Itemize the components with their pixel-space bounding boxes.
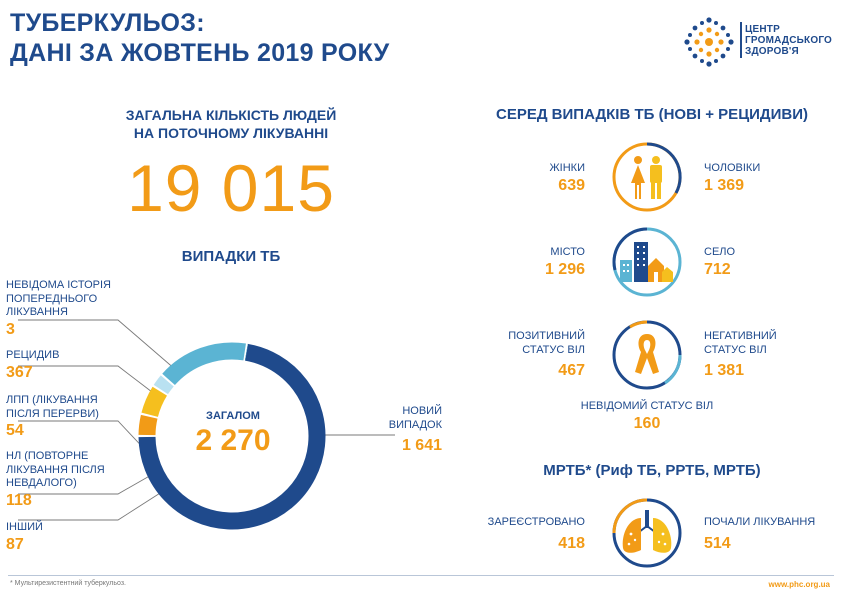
city-stat: МІСТО 1 296 [520,246,585,280]
relapse-value: 367 [6,363,33,381]
slice-label-unknown-history: НЕВІДОМА ІСТОРІЯ ПОПЕРЕДНЬОГО ЛІКУВАННЯ … [6,279,111,340]
treatment-total: 19 015 [127,151,335,225]
logo-line-1: ЦЕНТР [745,24,780,35]
footer-note: * Мультирезистентний туберкульоз. [10,580,126,587]
mdr-treated-stat: ПОЧАЛИ ЛІКУВАННЯ 514 [704,516,815,554]
unknown-history-line-1: НЕВІДОМА ІСТОРІЯ [6,279,111,291]
treatment-label-line-1: ЗАГАЛЬНА КІЛЬКІСТЬ ЛЮДЕЙ [125,107,337,123]
slice-label-other: ІНШИЙ 87 [6,521,43,555]
leader-line-unknown-history [18,319,177,371]
center-label: ЗАГАЛОМ [206,410,260,422]
center-value: 2 270 [195,423,271,457]
ltfu-line-2: ПІСЛЯ ПЕРЕРВИ) [6,407,99,420]
hiv-unknown-label: НЕВІДОМИЙ СТАТУС ВІЛ [580,400,714,412]
treatment-label-line-2: НА ПОТОЧНОМУ ЛІКУВАННІ [133,125,329,141]
ribbon-icon [635,334,659,374]
hiv-positive-value: 467 [558,362,585,379]
mdr-treated-label: ПОЧАЛИ ЛІКУВАННЯ [704,516,816,528]
lungs-icon [622,510,672,553]
logo-line-3: ЗДОРОВ'Я [745,46,799,57]
people-icon [631,156,662,199]
logo-line-2: ГРОМАДСЬКОГО [745,35,833,46]
hiv-negative-line-2: СТАТУС ВІЛ [704,343,767,356]
slice-new [138,343,326,530]
tb-cases-chart [18,319,395,530]
hiv-positive-line-1: ПОЗИТИВНИЙ [508,330,585,342]
village-label: СЕЛО [704,246,736,258]
women-label: ЖІНКИ [549,162,585,174]
cases-title: СЕРЕД ВИПАДКІВ ТБ (НОВІ + РЕЦИДИВИ) [495,106,809,123]
other-label: ІНШИЙ [6,521,43,533]
other-value: 87 [6,535,24,553]
failure-line-1: НЛ (ПОВТОРНЕ [6,450,89,462]
chart-title: ВИПАДКИ ТБ [181,248,281,265]
unknown-history-line-3: ЛІКУВАННЯ [6,306,68,318]
donut-center: ЗАГАЛОМ 2 270 [178,410,288,458]
hiv-negative-value: 1 381 [704,362,745,379]
mdr-registered-label: ЗАРЕЄСТРОВАНО [487,516,585,528]
village-stat: СЕЛО 712 [704,246,735,280]
leader-line-failure [18,469,161,495]
treatment-label: ЗАГАЛЬНА КІЛЬКІСТЬ ЛЮДЕЙ НА ПОТОЧНОМУ ЛІ… [0,106,462,142]
city-icon [620,242,673,282]
slice-ltfu [153,375,174,395]
rings [612,142,682,568]
men-stat: ЧОЛОВІКИ 1 369 [704,162,760,196]
donut [138,342,326,530]
slice-other [138,414,158,436]
footer-divider [8,575,834,576]
new-line-2: ВИПАДОК [388,418,442,431]
hiv-negative-line-1: НЕГАТИВНИЙ [704,330,777,342]
mdr-registered-value: 418 [558,534,585,552]
unknown-history-line-2: ПОПЕРЕДНЬОГО [6,292,98,305]
logo-text: ЦЕНТР ГРОМАДСЬКОГО ЗДОРОВ'Я [745,24,832,57]
new-line-1: НОВИЙ [402,405,442,417]
slice-label-failure: НЛ (ПОВТОРНЕ ЛІКУВАННЯ ПІСЛЯ НЕВДАЛОГО) … [6,450,105,511]
new-value: 1 641 [401,437,442,454]
slice-label-new: НОВИЙ ВИПАДОК 1 641 [352,405,442,456]
men-label: ЧОЛОВІКИ [704,162,761,174]
women-value: 639 [558,176,585,194]
slice-relapse [162,342,246,386]
footer-url[interactable]: www.phc.org.ua [768,580,830,589]
failure-line-3: НЕВДАЛОГО) [6,477,77,489]
mdr-treated-value: 514 [704,534,731,552]
failure-line-2: ЛІКУВАННЯ ПІСЛЯ [6,463,105,476]
men-value: 1 369 [704,176,745,194]
mdr-title: МРТБ* (Риф ТБ, РРТБ, МРТБ) [543,462,761,479]
relapse-label: РЕЦИДИВ [6,349,60,361]
page-title: ТУБЕРКУЛЬОЗ: ДАНІ ЗА ЖОВТЕНЬ 2019 РОКУ [10,8,390,68]
leader-line-other [18,487,169,521]
slice-failure [141,386,168,418]
city-value: 1 296 [544,260,585,278]
logo-divider [740,22,742,58]
failure-value: 118 [6,491,32,509]
hiv-positive-stat: ПОЗИТИВНИЙ СТАТУС ВІЛ 467 [480,330,585,381]
slice-label-relapse: РЕЦИДИВ 367 [6,349,59,383]
logo-dots-icon [684,17,734,67]
ltfu-line-1: ЛПП (ЛІКУВАННЯ [6,394,98,406]
leader-line-relapse [18,365,153,393]
title-line-2: ДАНІ ЗА ЖОВТЕНЬ 2019 РОКУ [10,39,390,67]
unknown-history-value: 3 [6,320,15,338]
women-stat: ЖІНКИ 639 [520,162,585,196]
ltfu-value: 54 [6,422,24,439]
mdr-registered-stat: ЗАРЕЄСТРОВАНО 418 [465,516,585,554]
village-value: 712 [704,260,731,278]
city-label: МІСТО [550,246,585,258]
hiv-unknown-stat: НЕВІДОМИЙ СТАТУС ВІЛ 160 [547,400,747,434]
hiv-negative-stat: НЕГАТИВНИЙ СТАТУС ВІЛ 1 381 [704,330,777,381]
title-line-1: ТУБЕРКУЛЬОЗ: [10,9,205,37]
slice-label-ltfu: ЛПП (ЛІКУВАННЯ ПІСЛЯ ПЕРЕРВИ) 54 [6,394,99,441]
hiv-positive-line-2: СТАТУС ВІЛ [522,343,585,356]
hiv-unknown-value: 160 [633,414,661,432]
